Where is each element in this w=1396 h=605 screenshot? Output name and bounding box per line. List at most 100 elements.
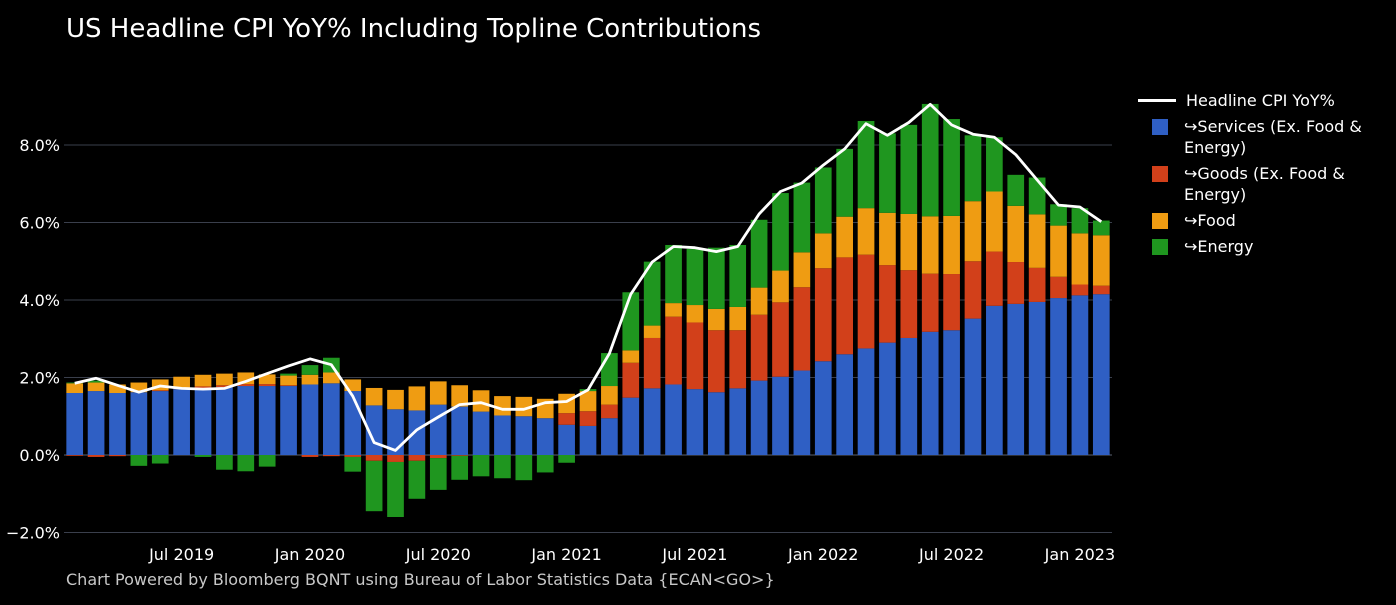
bar-segment-services (173, 389, 190, 455)
bar-segment-energy (429, 458, 447, 490)
bar-segment-goods (451, 455, 469, 456)
bar-segment-goods (1028, 267, 1046, 302)
x-tick-label: Jan 2020 (274, 545, 345, 564)
bar-segment-goods (964, 261, 982, 319)
y-tick-label: 6.0% (19, 214, 60, 233)
bar-segment-food (665, 303, 682, 317)
bar-segment-services (686, 389, 704, 455)
bar-segment-goods (707, 330, 725, 393)
legend-item[interactable]: ↪Services (Ex. Food & Energy) (1138, 116, 1388, 158)
bar-segment-goods (1071, 284, 1089, 296)
legend-line-swatch (1138, 99, 1176, 102)
bar-segment-energy (750, 219, 768, 288)
bar-segment-food (622, 350, 640, 363)
legend-item[interactable]: Headline CPI YoY% (1138, 90, 1388, 111)
bar-segment-goods (750, 314, 768, 381)
bar-segment-goods (558, 413, 575, 425)
bar-segment-food (173, 376, 190, 389)
bar-segment-services (258, 386, 276, 455)
bar-segment-food (323, 372, 340, 384)
bar-segment-goods (814, 268, 832, 362)
bar-segment-food (451, 385, 469, 407)
bar-segment-food (750, 287, 768, 315)
bar-segment-goods (729, 330, 747, 389)
bar-segment-goods (258, 384, 276, 387)
bar-segment-services (515, 416, 533, 455)
bar-segment-goods (793, 287, 811, 371)
legend-item[interactable]: ↪Food (1138, 210, 1388, 231)
bar-segment-energy (686, 248, 704, 306)
bar-segment-services (536, 418, 554, 455)
bar-segment-food (387, 389, 404, 410)
bar-segment-goods (66, 455, 84, 456)
bar-segment-goods (323, 455, 340, 457)
bar-segment-goods (1092, 285, 1110, 295)
bar-segment-goods (1050, 276, 1067, 299)
bar-segment-food (814, 233, 832, 269)
bar-segment-services (494, 415, 511, 455)
bar-segment-services (408, 410, 426, 455)
bar-segment-services (429, 404, 447, 455)
bar-segment-goods (921, 273, 939, 332)
bar-segment-services (451, 406, 469, 455)
legend-label: ↪Energy (1184, 237, 1254, 256)
legend-item[interactable]: ↪Energy (1138, 236, 1388, 257)
bar-segment-food (258, 374, 276, 385)
bar-segment-services (1092, 294, 1110, 455)
bar-segment-services (151, 391, 169, 455)
bar-segment-energy (258, 455, 276, 467)
bar-segment-energy (130, 455, 148, 466)
legend-label: ↪Goods (Ex. Food & Energy) (1184, 164, 1345, 204)
bar-segment-energy (408, 460, 426, 499)
legend-color-swatch (1152, 119, 1168, 135)
bar-segment-food (1071, 233, 1089, 285)
bar-segment-services (750, 380, 768, 455)
bar-segment-food (643, 325, 661, 338)
bar-segment-energy (601, 353, 618, 387)
bar-segment-food (836, 216, 853, 258)
x-tick-label: Jul 2022 (918, 545, 984, 564)
bar-segment-food (237, 372, 255, 385)
bar-segment-goods (365, 455, 383, 461)
bar-segment-goods (986, 251, 1003, 306)
bar-segment-goods (643, 337, 661, 389)
bar-segment-food (344, 379, 362, 392)
bar-segment-energy (943, 119, 960, 216)
bar-segment-services (943, 330, 960, 455)
bar-segment-food (194, 374, 212, 387)
x-tick-label: Jan 2022 (787, 545, 858, 564)
bar-segment-food (87, 382, 105, 392)
bar-segment-energy (986, 137, 1003, 192)
bar-segment-energy (622, 292, 640, 351)
bar-segment-food (943, 215, 960, 275)
bar-segment-energy (87, 380, 105, 383)
bar-segment-energy (344, 456, 362, 472)
bar-segment-services (836, 354, 853, 455)
bar-segment-goods (579, 411, 597, 426)
bar-segment-food (216, 373, 233, 386)
bar-segment-services (387, 409, 404, 455)
bar-segment-services (879, 342, 896, 455)
axis-labels: −2.0% 0.0% 2.0% 4.0% 6.0% 8.0% Jul 2019 Jan 202… (6, 136, 1115, 564)
bar-segment-food (365, 387, 383, 406)
y-tick-label: 0.0% (19, 446, 60, 465)
bar-segment-energy (301, 365, 319, 375)
bar-segment-energy (558, 455, 575, 463)
bar-segment-services (622, 397, 640, 455)
bar-segment-energy (964, 135, 982, 202)
bar-segment-services (109, 393, 126, 455)
bar-segment-goods (686, 322, 704, 390)
x-tick-label: Jul 2019 (148, 545, 214, 564)
bar-segment-services (964, 318, 982, 455)
bar-segment-services (130, 392, 148, 455)
bar-segment-goods (879, 265, 896, 343)
x-tick-label: Jan 2023 (1044, 545, 1115, 564)
bar-segment-goods (237, 384, 255, 387)
legend-item[interactable]: ↪Goods (Ex. Food & Energy) (1138, 163, 1388, 205)
legend-color-swatch (1152, 213, 1168, 229)
bar-segment-goods (408, 455, 426, 461)
y-tick-label: 4.0% (19, 291, 60, 310)
bar-segment-energy (536, 455, 554, 473)
bar-segment-goods (1007, 262, 1025, 304)
bar-segment-services (793, 370, 811, 455)
